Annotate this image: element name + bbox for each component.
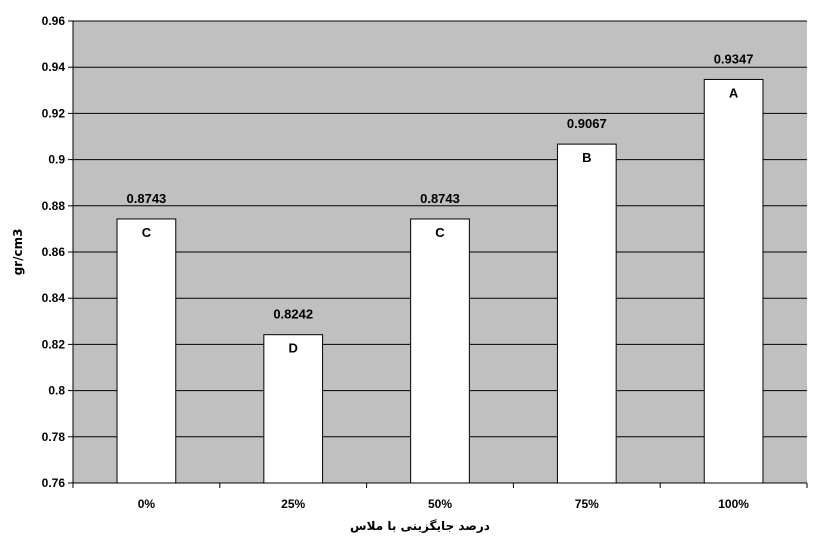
x-axis-title: درصد جایگزینی با ملاس bbox=[350, 519, 490, 533]
group-letter-label: A bbox=[729, 85, 739, 100]
y-tick-label: 0.76 bbox=[42, 476, 66, 490]
y-axis-title: gr/cm3 bbox=[11, 229, 25, 276]
bar bbox=[410, 218, 470, 484]
group-letter-label: C bbox=[435, 225, 445, 240]
x-tick-label: 0% bbox=[138, 497, 156, 511]
x-tick-label: 75% bbox=[575, 497, 599, 511]
y-axis: 0.76 0.78 0.8 0.82 0.84 0.86 0.88 0.9 0.92 0.94 0.… bbox=[42, 14, 74, 490]
y-tick-label: 0.96 bbox=[42, 14, 66, 28]
y-tick-label: 0.86 bbox=[42, 245, 66, 259]
group-letter-label: B bbox=[582, 150, 591, 165]
x-tick-label: 25% bbox=[281, 497, 305, 511]
y-tick-label: 0.84 bbox=[42, 291, 66, 305]
y-tick-label: 0.9 bbox=[48, 153, 65, 167]
bars: 0.8743 C 0.8242 D 0.8743 C 0.9067 B 0.9347 A bbox=[116, 51, 764, 484]
y-tick-label: 0.88 bbox=[42, 199, 66, 213]
x-tick-label: 100% bbox=[718, 497, 749, 511]
data-label: 0.8743 bbox=[420, 191, 460, 206]
data-label: 0.8242 bbox=[273, 307, 313, 322]
bar bbox=[263, 334, 324, 484]
data-label: 0.9067 bbox=[567, 116, 607, 131]
group-letter-label: D bbox=[289, 341, 298, 356]
bar bbox=[556, 143, 617, 484]
y-tick-label: 0.94 bbox=[42, 60, 66, 74]
y-tick-label: 0.82 bbox=[42, 337, 66, 351]
data-label: 0.9347 bbox=[714, 51, 754, 66]
bar bbox=[703, 78, 764, 484]
bar bbox=[116, 218, 177, 484]
x-tick-label: 50% bbox=[428, 497, 452, 511]
data-label: 0.8743 bbox=[127, 191, 167, 206]
y-tick-label: 0.8 bbox=[48, 384, 65, 398]
x-axis: 0% 25% 50% 75% 100% bbox=[72, 482, 808, 511]
group-letter-label: C bbox=[142, 225, 152, 240]
y-tick-label: 0.78 bbox=[42, 430, 66, 444]
y-tick-label: 0.92 bbox=[42, 106, 66, 120]
